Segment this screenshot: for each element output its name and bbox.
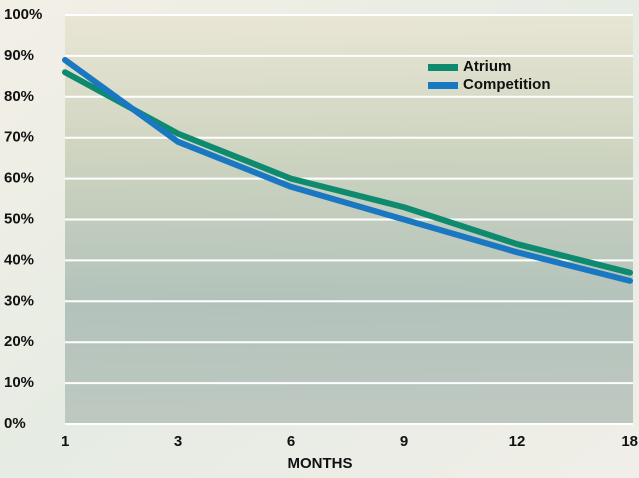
y-tick-label: 10%: [4, 374, 34, 391]
y-tick-label: 40%: [4, 251, 34, 268]
legend-label: Competition: [463, 76, 551, 93]
y-tick-label: 30%: [4, 292, 34, 309]
legend-swatch: [428, 64, 458, 71]
y-tick-label: 60%: [4, 170, 34, 187]
x-axis-label: MONTHS: [288, 455, 353, 472]
x-tick-label: 18: [621, 433, 638, 450]
x-tick-label: 6: [287, 433, 295, 450]
legend-swatch: [428, 82, 458, 89]
x-tick-label: 3: [174, 433, 182, 450]
chart: MONTHS 0% 10% 20% 30% 40% 50% 60% 70% 80% 90% 100%…: [0, 0, 639, 478]
y-tick-label: 0%: [4, 415, 26, 432]
x-tick-label: 9: [400, 433, 408, 450]
y-tick-label: 80%: [4, 88, 34, 105]
y-tick-label: 20%: [4, 333, 34, 350]
x-tick-label: 1: [61, 433, 69, 450]
legend-label: Atrium: [463, 58, 511, 75]
x-tick-label: 12: [509, 433, 526, 450]
y-tick-label: 90%: [4, 47, 34, 64]
y-tick-label: 50%: [4, 210, 34, 227]
y-tick-label: 100%: [4, 6, 42, 23]
y-tick-label: 70%: [4, 129, 34, 146]
